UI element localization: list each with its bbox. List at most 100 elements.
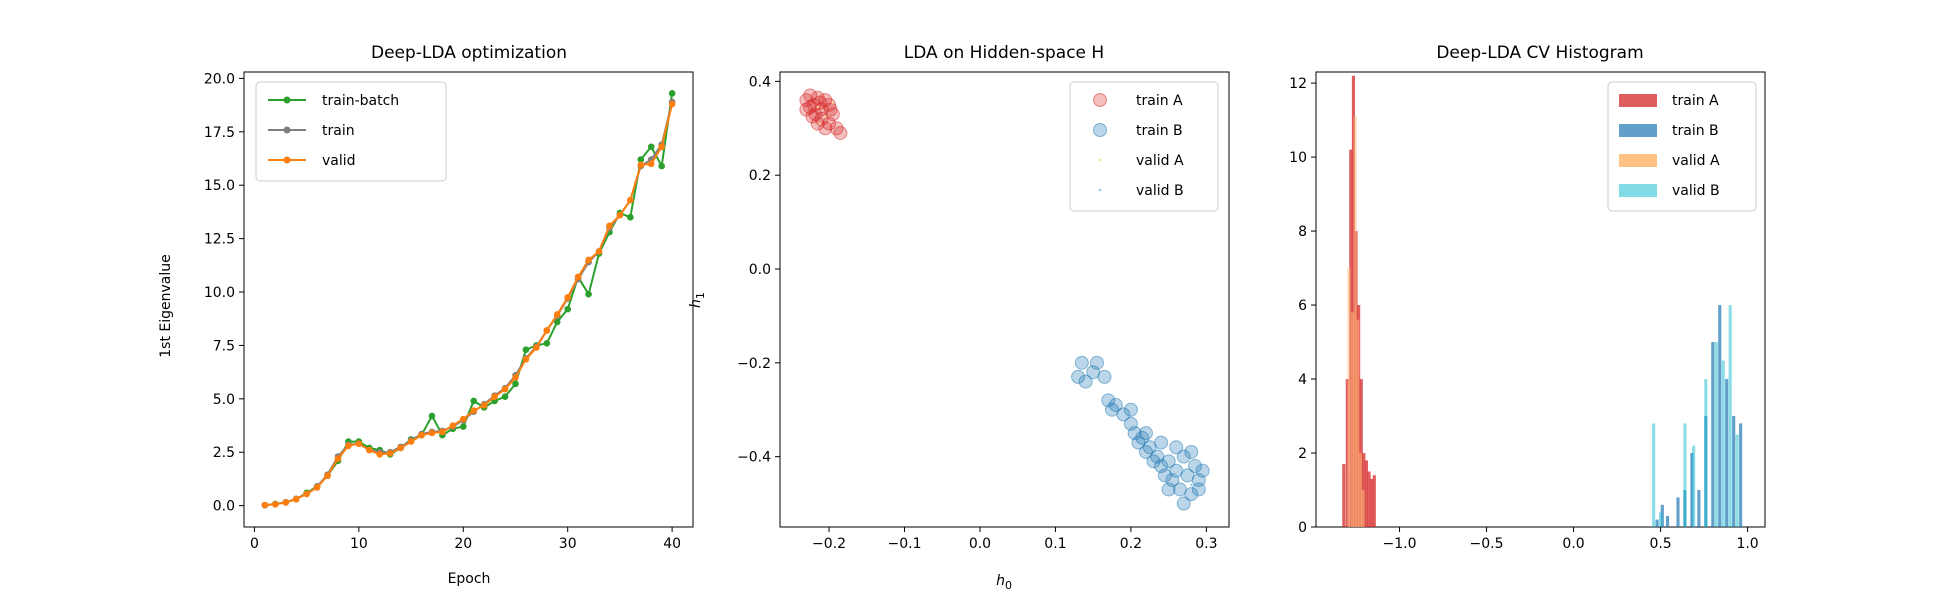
plot-area-1 — [261, 90, 676, 509]
y-tick-label: 7.5 — [213, 338, 235, 354]
point-train-batch — [668, 90, 676, 97]
scatter-point-train-b — [1195, 463, 1210, 478]
hist-bar-valid-b — [1728, 305, 1732, 527]
legend-label-valid-a-3: valid A — [1672, 153, 1720, 169]
legend-label-train-batch: train-batch — [322, 93, 399, 109]
legend-2: train A train B valid A valid B — [1069, 81, 1219, 212]
legend-label-train-b-3: train B — [1672, 123, 1719, 139]
point-valid — [637, 161, 645, 169]
point-train-batch — [428, 412, 436, 420]
point-valid — [449, 422, 457, 429]
scatter-point-valid-a — [816, 105, 820, 109]
scatter-point-valid-b — [1167, 464, 1170, 468]
scatter-point-train-b — [1089, 355, 1104, 370]
y-tick-label: 20.0 — [204, 71, 235, 87]
plot-area-3 — [1342, 75, 1743, 527]
chart-ylabel-2-main: h — [688, 299, 704, 308]
hist-bar-train-b — [1711, 342, 1715, 527]
point-valid — [282, 499, 290, 506]
legend-box-3 — [1607, 81, 1757, 212]
legend-marker-train-b-2 — [1093, 123, 1107, 137]
chart-ylabel-2: h1 — [688, 292, 707, 308]
legend-marker-valid-a-2 — [1098, 158, 1102, 162]
point-valid — [428, 429, 436, 437]
plot-frame-1 — [243, 71, 694, 528]
legend-marker-train — [283, 126, 291, 134]
point-valid — [261, 501, 269, 509]
x-tick-label: 0.2 — [1120, 536, 1142, 552]
x-tick-label: −0.1 — [888, 536, 922, 552]
point-valid — [616, 211, 624, 219]
y-tick-label: 8 — [1298, 224, 1307, 240]
x-tick-label: −1.0 — [1383, 536, 1417, 552]
scatter-point-train-b — [1108, 398, 1123, 413]
legend-3: train A train B valid A valid B — [1607, 81, 1757, 212]
chart-panel-1: Deep-LDA optimization Epoch 1st Eigenval… — [158, 43, 694, 587]
scatter-point-train-b — [1074, 355, 1089, 370]
hist-bar-train-a — [1342, 464, 1346, 527]
hist-bar-train-a — [1364, 460, 1369, 527]
hist-bar-train-b — [1697, 490, 1701, 527]
scatter-point-train-b — [1138, 426, 1153, 441]
point-valid — [292, 495, 300, 503]
point-train-batch — [459, 423, 467, 430]
point-train-batch — [470, 397, 478, 405]
scatter-point-train-b — [1176, 496, 1191, 511]
scatter-point-train-a — [818, 121, 833, 136]
x-tick-label: 0.1 — [1044, 536, 1066, 552]
point-valid — [606, 222, 613, 230]
x-tick-label: 0.0 — [1562, 536, 1584, 552]
hist-bar-valid-b — [1652, 423, 1656, 527]
point-valid — [470, 407, 478, 414]
hist-bar-valid-b — [1735, 434, 1739, 527]
chart-ylabel-2-sub: 1 — [694, 292, 707, 299]
point-valid — [543, 327, 551, 334]
y-tick-label: 4 — [1298, 372, 1307, 388]
point-valid — [397, 444, 404, 452]
scatter-point-train-b — [1184, 487, 1199, 502]
scatter-point-train-b — [1161, 454, 1176, 469]
x-tick-label: 0.5 — [1649, 536, 1671, 552]
hist-bar-valid-a — [1353, 116, 1357, 527]
point-valid — [459, 415, 467, 423]
chart-title-3: Deep-LDA CV Histogram — [1436, 43, 1643, 63]
scatter-point-train-b — [1169, 440, 1184, 455]
point-valid — [345, 442, 352, 450]
point-valid — [407, 438, 415, 445]
legend-marker-train-batch — [283, 96, 291, 104]
scatter-point-train-b — [1176, 449, 1191, 464]
scatter-point-train-b — [1116, 407, 1131, 422]
y-tick-label: 2.5 — [213, 445, 235, 461]
hist-bar-valid-a — [1350, 312, 1355, 527]
point-valid — [512, 374, 519, 381]
hist-bar-train-b — [1732, 416, 1736, 527]
y-tick-label: 12 — [1289, 76, 1307, 92]
hist-bar-train-a — [1367, 471, 1371, 527]
legend-box-1 — [255, 81, 447, 182]
scatter-point-valid-a — [831, 101, 835, 104]
scatter-point-train-b — [1184, 444, 1199, 459]
hist-bar-valid-b — [1721, 360, 1725, 527]
plot-area-2 — [799, 88, 1210, 511]
legend-box-2 — [1069, 81, 1219, 212]
scatter-point-train-b — [1078, 374, 1093, 389]
hist-bar-train-b — [1655, 519, 1659, 527]
legend-swatch-train-b-3 — [1619, 124, 1657, 137]
hist-bar-train-a — [1370, 478, 1374, 527]
y-tick-label: 6 — [1298, 298, 1307, 314]
point-train-batch — [658, 162, 665, 170]
x-tick-label: 0.3 — [1195, 536, 1217, 552]
point-valid — [376, 451, 384, 458]
legend-marker-train-a-2 — [1093, 93, 1107, 107]
hist-bar-train-b — [1739, 423, 1743, 527]
ticks-1: 0 10 20 30 40 0.0 2.5 5.0 7.5 10.0 12.5 15.0 17.5 20.… — [204, 71, 681, 552]
point-valid — [334, 455, 342, 462]
hist-bar-valid-a — [1356, 319, 1360, 527]
legend-label-train-b-2: train B — [1136, 123, 1183, 139]
point-valid — [303, 490, 310, 498]
scatter-point-train-a — [833, 125, 848, 140]
point-train-batch — [522, 346, 530, 353]
legend-label-valid: valid — [322, 153, 356, 169]
point-valid — [480, 401, 488, 409]
